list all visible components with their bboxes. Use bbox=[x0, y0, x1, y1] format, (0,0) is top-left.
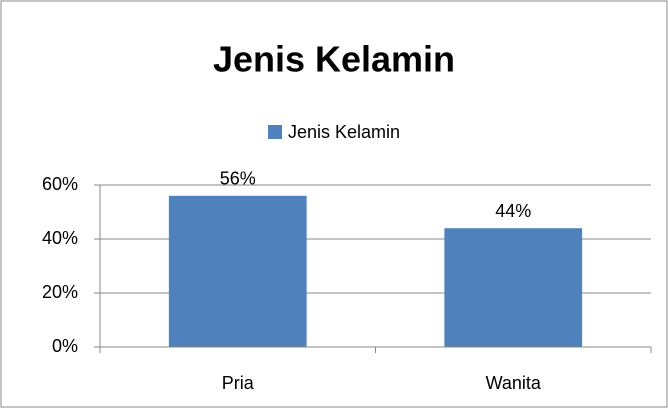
y-tick-label: 20% bbox=[42, 282, 78, 302]
data-label: 44% bbox=[495, 201, 531, 221]
chart-title: Jenis Kelamin bbox=[213, 39, 455, 80]
legend-swatch bbox=[268, 125, 282, 139]
y-tick-label: 60% bbox=[42, 174, 78, 194]
x-tick-label: Wanita bbox=[486, 373, 542, 393]
y-tick-label: 40% bbox=[42, 228, 78, 248]
legend-label: Jenis Kelamin bbox=[288, 122, 400, 142]
x-tick-label: Pria bbox=[222, 373, 255, 393]
data-label: 56% bbox=[220, 169, 256, 189]
bar bbox=[444, 228, 583, 347]
bar bbox=[168, 195, 307, 347]
y-tick-label: 0% bbox=[52, 336, 78, 356]
